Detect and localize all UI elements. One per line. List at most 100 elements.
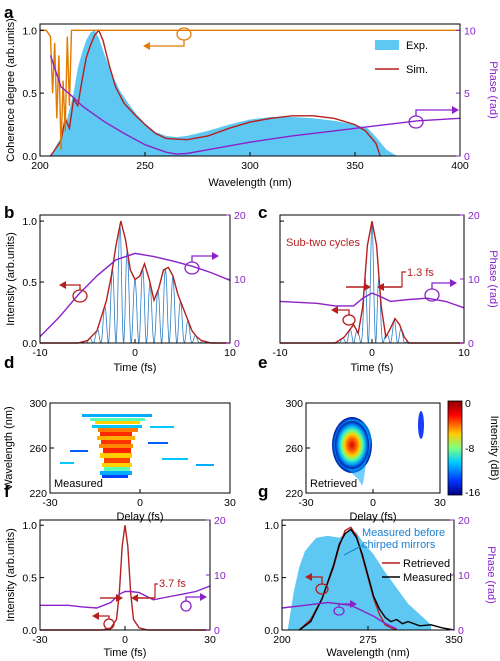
panel-f-red-pointer xyxy=(99,615,110,619)
panel-c-xlabel: Time (fs) xyxy=(351,362,394,374)
series-c-0-envelope xyxy=(280,220,464,344)
panel-c-purple-pointer xyxy=(431,282,450,289)
panel-e-colorbar xyxy=(447,400,463,496)
x-tick-label-a: 250 xyxy=(136,160,154,172)
colorbar-label: Intensity (dB) xyxy=(488,416,500,481)
y2-tick-label-b: 0 xyxy=(234,338,240,350)
y-tick-label-g: 0.5 xyxy=(264,573,279,585)
panel-a-xlabel: Wavelength (nm) xyxy=(208,177,291,189)
panel-c-annotation-subtwo: Sub-two cycles xyxy=(286,237,360,249)
panel-a-purple-pointer xyxy=(415,109,452,116)
panel-b-purple-arrowhead xyxy=(212,252,219,260)
y-tick-label-e: 300 xyxy=(285,398,303,410)
series-a-0-fill xyxy=(50,30,397,156)
panel-d-xlabel: Delay (fs) xyxy=(116,511,163,523)
panel-d-band xyxy=(196,464,214,466)
series-a-1-line xyxy=(49,28,381,157)
panel-d-band xyxy=(102,463,132,467)
x-tick-label-a: 350 xyxy=(346,160,364,172)
panel-d-band xyxy=(82,414,152,417)
panel-d-band xyxy=(102,475,128,478)
y2-tick-label-c: 0 xyxy=(468,338,474,350)
x-tick-label-a: 400 xyxy=(451,160,469,172)
y-tick-label-d: 260 xyxy=(29,443,47,455)
x-tick-label-c: -10 xyxy=(272,347,287,359)
panel-d-band xyxy=(101,440,131,444)
panel-a-plot xyxy=(40,28,461,157)
panel-f-fwhm-right-arrowhead xyxy=(131,594,138,602)
panel-g-annotation-leader xyxy=(343,544,364,556)
panel-e-core xyxy=(335,421,369,469)
x-tick-label-g: 200 xyxy=(273,634,291,646)
panel-g-annotation-line2: chirped mirrors xyxy=(362,539,436,551)
panel-d-band xyxy=(60,462,74,464)
y-tick-label-f: 0.0 xyxy=(22,625,37,637)
panel-d-band xyxy=(70,450,88,452)
panel-d-band xyxy=(103,448,131,453)
panel-c-frame xyxy=(279,214,465,344)
legend-label-exp: Exp. xyxy=(406,40,428,52)
y-tick-label-b: 0.0 xyxy=(22,338,37,350)
panel-c-purple-arrowhead xyxy=(450,279,457,287)
panel-c-red-pointer xyxy=(338,309,350,315)
x-tick-label-f: 0 xyxy=(122,634,128,646)
x-tick-label-c: 10 xyxy=(458,347,470,359)
legend-label-retrieved: Retrieved xyxy=(403,558,450,570)
x-tick-label-f: -30 xyxy=(32,634,47,646)
panel-c-fwhm-left-arrowhead xyxy=(364,283,371,291)
panel-d-band xyxy=(148,442,168,444)
panel-d-band xyxy=(104,467,130,471)
y2-tick-label-b: 20 xyxy=(234,210,246,222)
x-tick-label-e: 0 xyxy=(370,497,376,509)
panel-f-plot xyxy=(40,525,211,631)
panel-c-red-arrowhead xyxy=(331,306,338,314)
series-b-1-line xyxy=(39,252,231,338)
series-a-3-line xyxy=(49,55,461,155)
x-tick-label-b: 10 xyxy=(224,347,236,359)
panel-letter-b: b xyxy=(4,203,14,222)
panel-e-label: Retrieved xyxy=(310,478,357,490)
panel-c-annotation-fwhm: 1.3 fs xyxy=(407,267,434,279)
panel-a-purple-arrowhead xyxy=(452,106,459,114)
series-g-2-line xyxy=(298,528,455,631)
x-tick-label-d: -30 xyxy=(42,497,57,509)
x-tick-label-d: 30 xyxy=(224,497,236,509)
panel-d-band xyxy=(162,458,188,460)
y-tick-label-b: 1.0 xyxy=(22,216,37,228)
panel-letter-g: g xyxy=(258,482,268,501)
panel-d-band xyxy=(150,426,174,428)
panel-d-band xyxy=(100,453,132,458)
panel-letter-d: d xyxy=(4,353,14,372)
y-tick-label-g: 0.0 xyxy=(264,625,279,637)
panel-e-frame xyxy=(305,402,441,494)
colorbar-tick-0: 0 xyxy=(465,398,471,410)
panel-b-purple-pointer xyxy=(191,255,212,262)
y-tick-label-a: 1.0 xyxy=(22,25,37,37)
panel-f-fwhm-leader xyxy=(154,583,158,598)
panel-d-ylabel: Wavelength (nm) xyxy=(3,406,15,489)
y2-tick-label-c: 10 xyxy=(468,274,480,286)
panel-a: 200 250 300 350 400 0.0 0.5 1.0 0 5 10 Wavelength … xyxy=(5,18,499,189)
colorbar-tick-8: -8 xyxy=(465,443,474,455)
panel-d-label: Measured xyxy=(54,478,103,490)
legend-swatch-exp xyxy=(375,40,399,50)
panel-letter-e: e xyxy=(258,353,267,372)
panel-d-band xyxy=(104,458,130,463)
panel-d-band xyxy=(99,444,133,448)
panel-d-ticks: -30 0 30 220 260 300 xyxy=(29,398,236,509)
panel-f-red-marker xyxy=(103,618,115,630)
panel-d-band xyxy=(90,418,145,421)
y-tick-label-b: 0.5 xyxy=(22,277,37,289)
y2-tick-label-f: 0 xyxy=(214,625,220,637)
x-tick-label-b: -10 xyxy=(32,347,47,359)
panel-f-annotation-fwhm: 3.7 fs xyxy=(159,578,186,590)
panel-e: -30 0 30 220 260 300 Retrieved Delay (fs) 0 -… xyxy=(285,398,500,523)
y2-tick-label-c: 20 xyxy=(468,210,480,222)
panel-c-red-marker xyxy=(342,314,356,326)
x-tick-label-d: 0 xyxy=(137,497,143,509)
x-tick-label-g: 350 xyxy=(445,634,463,646)
panel-b-xlabel: Time (fs) xyxy=(114,362,157,374)
